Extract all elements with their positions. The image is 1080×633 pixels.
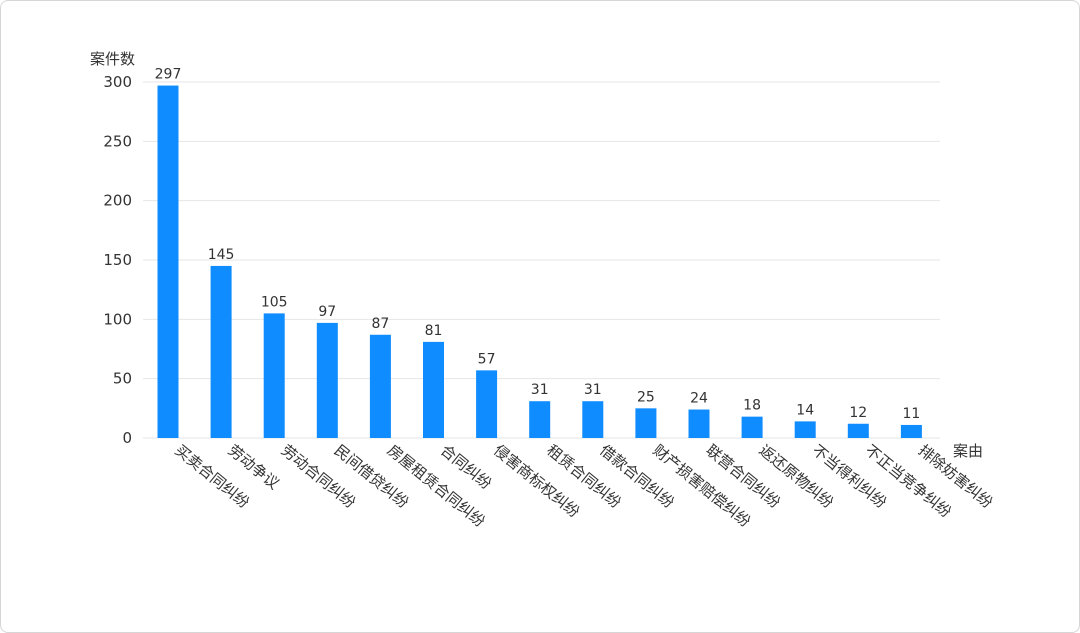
bar: [688, 409, 710, 438]
x-category-label: 财产损害赔偿纠纷: [649, 441, 754, 531]
data-labels: 297 145 105 97 87 81 57 31 31 25 24 18 14 12 11: [155, 67, 921, 422]
bar: [263, 313, 285, 438]
bar: [369, 334, 391, 438]
y-tick-label: 150: [103, 251, 132, 269]
y-tick-label: 100: [103, 310, 132, 328]
bar: [900, 424, 922, 438]
data-label: 24: [690, 391, 708, 407]
x-category-label: 房屋租赁合同纠纷: [384, 441, 489, 531]
data-label: 105: [261, 294, 288, 310]
bar: [529, 401, 551, 438]
data-label: 31: [584, 382, 602, 398]
data-label: 14: [796, 402, 814, 418]
data-label: 31: [531, 382, 549, 398]
y-tick-label: 50: [113, 370, 132, 388]
bar: [741, 416, 763, 438]
data-label: 87: [371, 316, 389, 332]
bar: [157, 85, 179, 438]
x-axis-category-labels: 买卖合同纠纷劳动争议劳动合同纠纷民间借贷纠纷房屋租赁合同纠纷合同纠纷侵害商标权纠…: [171, 441, 996, 531]
y-tick-label: 300: [103, 73, 132, 91]
y-tick-label: 250: [103, 132, 132, 150]
bar: [847, 423, 869, 438]
bar: [316, 322, 338, 438]
data-label: 57: [478, 351, 496, 367]
bar: [423, 341, 444, 438]
data-label: 11: [902, 406, 920, 422]
y-tick-label: 200: [103, 192, 132, 210]
data-label: 12: [849, 405, 867, 421]
data-label: 145: [208, 247, 235, 263]
data-label: 18: [743, 398, 761, 414]
y-axis-ticks: 0 50 100 150 200 250 300: [103, 73, 132, 447]
data-label: 297: [155, 67, 182, 83]
data-label: 81: [425, 323, 443, 339]
bar: [635, 408, 657, 438]
x-axis-title: 案由: [953, 442, 983, 460]
bar: [210, 265, 232, 438]
bar: [476, 370, 498, 438]
y-tick-label: 0: [122, 429, 132, 447]
bar: [582, 401, 604, 438]
bar: [794, 421, 816, 438]
bars: [157, 85, 922, 438]
data-label: 97: [318, 304, 336, 320]
data-label: 25: [637, 389, 655, 405]
y-axis-title: 案件数: [90, 50, 135, 68]
